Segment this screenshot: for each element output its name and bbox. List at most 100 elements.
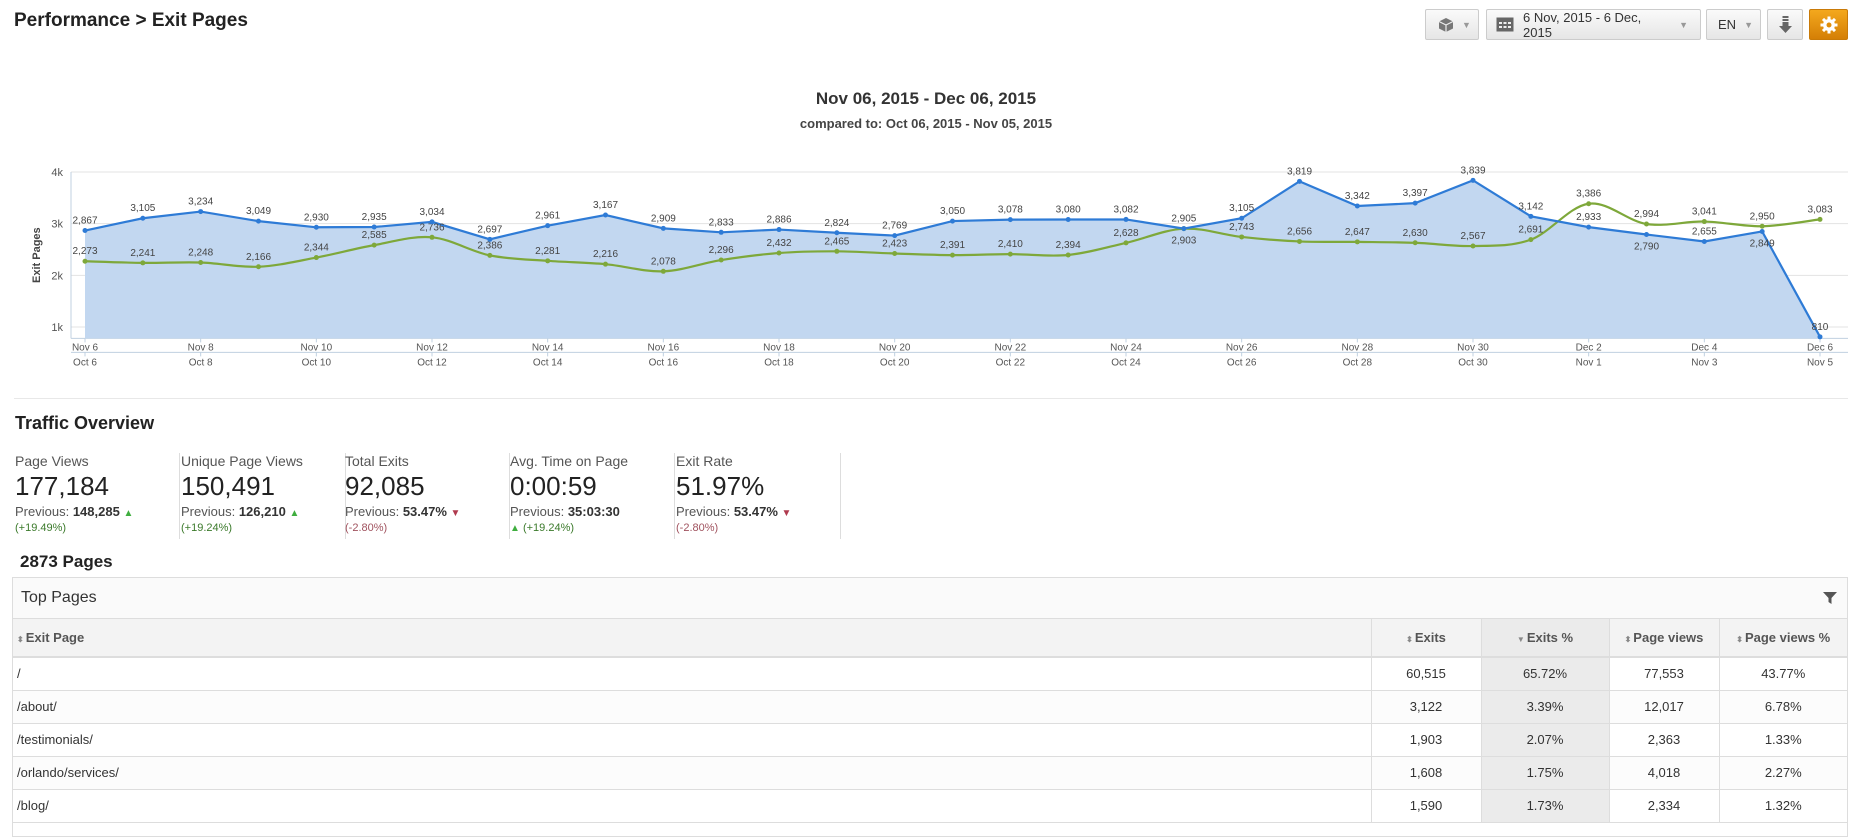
metric-exit-rate: Exit Rate 51.97% Previous: 53.47% ▼ (-2.8… <box>676 453 841 539</box>
x-tick-label: Nov 22 <box>994 342 1026 353</box>
data-point <box>603 212 608 218</box>
chart-title: Nov 06, 2015 - Dec 06, 2015 <box>815 89 1037 108</box>
previous-label: Previous: <box>676 504 731 519</box>
data-label: 2,867 <box>72 216 97 227</box>
x-tick-label-previous: Oct 12 <box>417 357 447 368</box>
data-label: 2,905 <box>1171 214 1196 225</box>
data-point <box>1239 234 1245 240</box>
data-point <box>660 268 666 274</box>
data-label: 3,386 <box>1576 189 1601 200</box>
metric-value: 0:00:59 <box>510 471 597 501</box>
previous-value: 126,210 <box>238 504 286 519</box>
data-label: 3,083 <box>1807 204 1832 215</box>
x-tick-label: Nov 24 <box>1110 342 1142 353</box>
data-point <box>892 233 898 239</box>
data-label: 3,082 <box>1113 204 1138 215</box>
previous-label: Previous: <box>510 504 565 519</box>
date-range-picker[interactable]: 6 Nov, 2015 - 6 Dec, 2015 ▼ <box>1486 9 1701 40</box>
column-header-page-views[interactable]: ⬍ Page views % <box>1718 619 1847 658</box>
data-label: 3,167 <box>593 200 618 211</box>
data-label: 3,078 <box>998 205 1023 216</box>
x-tick-label: Dec 4 <box>1691 342 1718 353</box>
table-cell: 2,334 <box>1608 789 1719 823</box>
data-point <box>1586 224 1592 230</box>
data-label: 2,886 <box>766 215 791 226</box>
data-point <box>1297 178 1302 184</box>
y-tick-label: 4k <box>51 167 63 179</box>
column-header-page-views[interactable]: ⬍ Page views <box>1608 619 1719 658</box>
data-point <box>776 250 782 256</box>
chevron-down-icon: ▼ <box>1462 19 1471 30</box>
x-tick-label-previous: Oct 14 <box>533 357 563 368</box>
table-cell: 3.39% <box>1480 690 1609 724</box>
data-label: 2,628 <box>1113 228 1138 239</box>
table-cell: 1,590 <box>1370 789 1481 823</box>
language-dropdown[interactable]: EN ▼ <box>1706 9 1761 40</box>
table-row[interactable]: /blog/1,590 1.73% 2,334 1.32% <box>13 789 1847 823</box>
cube-dropdown-button[interactable]: ▼ <box>1425 9 1479 40</box>
x-tick-label-previous: Oct 16 <box>649 357 679 368</box>
data-label: 2,824 <box>824 218 849 229</box>
table-row[interactable]: /testimonials/1,903 2.07% 2,363 1.33% <box>13 723 1847 757</box>
table-row[interactable]: /about/3,122 3.39% 12,017 6.78% <box>13 690 1847 724</box>
table-cell: 6.78% <box>1718 690 1847 724</box>
change-value: (+19.24%) <box>522 522 575 534</box>
table-row[interactable]: /orlando/services/1,608 1.75% 4,018 2.27% <box>13 756 1847 790</box>
data-point <box>603 261 608 267</box>
data-point <box>140 260 146 266</box>
exit-page-link[interactable]: /testimonials/ <box>13 723 1371 757</box>
data-label: 2,933 <box>1576 212 1601 223</box>
download-icon <box>1778 15 1792 33</box>
column-header-exits[interactable]: ⬍ Exits <box>1370 619 1481 658</box>
data-label: 2,656 <box>1287 226 1312 237</box>
data-label: 3,397 <box>1403 188 1428 199</box>
data-label: 2,655 <box>1692 226 1717 237</box>
exit-page-link[interactable]: /about/ <box>13 690 1371 724</box>
data-point <box>487 236 493 242</box>
data-point <box>1644 232 1649 238</box>
x-tick-label-previous: Oct 6 <box>73 357 97 368</box>
y-tick-label: 2k <box>51 270 63 282</box>
download-button[interactable] <box>1767 9 1803 40</box>
column-header-exits[interactable]: ▼ Exits % <box>1480 619 1609 658</box>
data-point <box>429 219 435 225</box>
data-point <box>718 257 724 263</box>
exit-page-link[interactable]: /blog/ <box>13 789 1371 823</box>
data-label: 2,697 <box>477 224 502 235</box>
data-label: 2,465 <box>824 236 849 247</box>
data-label: 2,630 <box>1403 228 1428 239</box>
table-cell: 12,017 <box>1608 690 1719 724</box>
metric-label: Page Views <box>15 453 89 469</box>
x-tick-label-previous: Oct 18 <box>764 357 794 368</box>
data-point <box>256 218 261 224</box>
data-label: 2,273 <box>72 246 97 257</box>
x-tick-label-previous: Oct 22 <box>996 357 1026 368</box>
data-point <box>1759 223 1765 229</box>
previous-value: 148,285 <box>72 504 120 519</box>
x-tick-label: Nov 20 <box>879 342 911 353</box>
data-point <box>1528 213 1534 219</box>
table-row[interactable]: /60,515 65.72% 77,553 43.77% <box>13 657 1847 691</box>
metric-label: Unique Page Views <box>181 453 303 469</box>
x-tick-label-previous: Oct 8 <box>189 357 213 368</box>
x-tick-label-previous: Oct 26 <box>1227 357 1257 368</box>
data-label: 3,105 <box>130 203 155 214</box>
x-tick-label: Nov 30 <box>1457 342 1489 353</box>
previous-label: Previous: <box>181 504 236 519</box>
metric-label: Total Exits <box>345 453 409 469</box>
exit-page-link[interactable]: / <box>13 657 1371 691</box>
data-label: 3,105 <box>1229 203 1254 214</box>
data-label: 2,930 <box>304 212 329 223</box>
data-label: 3,342 <box>1345 191 1370 202</box>
x-tick-label-previous: Nov 5 <box>1807 357 1834 368</box>
data-label: 2,647 <box>1345 227 1370 238</box>
data-point <box>313 255 319 261</box>
data-point <box>1123 216 1129 222</box>
exit-page-link[interactable]: /orlando/services/ <box>13 756 1371 790</box>
settings-button[interactable] <box>1809 9 1848 40</box>
x-tick-label-previous: Oct 24 <box>1111 357 1141 368</box>
y-tick-label: 3k <box>51 219 63 231</box>
data-label: 3,080 <box>1056 205 1081 216</box>
filter-icon[interactable] <box>1823 591 1837 605</box>
column-header-exit-page[interactable]: ⬍ Exit Page <box>13 619 1371 658</box>
